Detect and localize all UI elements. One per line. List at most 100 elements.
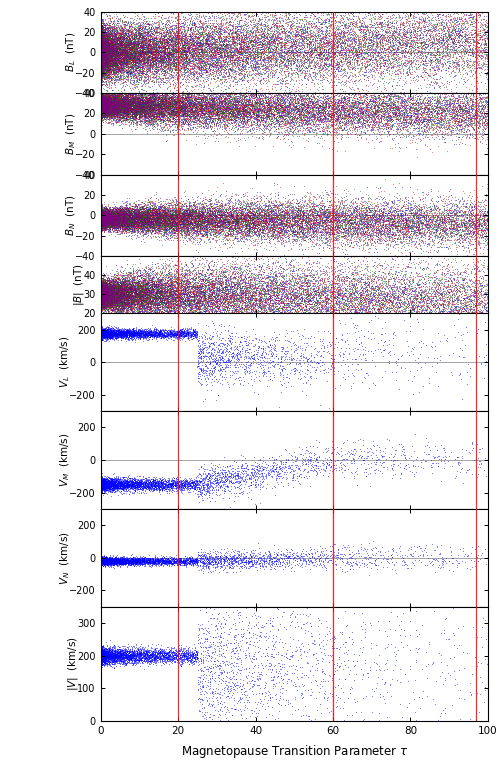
Point xyxy=(103,103,111,115)
Point xyxy=(161,273,169,285)
Point xyxy=(281,290,289,302)
Point xyxy=(122,221,130,233)
Point xyxy=(310,355,318,367)
Point xyxy=(103,59,111,72)
Point xyxy=(185,329,193,342)
Point xyxy=(110,103,118,116)
Point xyxy=(140,116,148,129)
Point xyxy=(112,92,120,104)
Point xyxy=(113,100,121,113)
Point xyxy=(187,98,195,110)
Point xyxy=(97,292,105,305)
Point xyxy=(332,99,341,111)
Point xyxy=(400,95,408,107)
Point xyxy=(349,103,357,115)
Point xyxy=(102,206,110,218)
Point xyxy=(188,100,196,113)
Point xyxy=(377,38,385,50)
Point xyxy=(211,27,219,39)
Point xyxy=(151,550,159,562)
Point xyxy=(237,593,245,605)
Point xyxy=(271,212,279,224)
Point xyxy=(127,328,135,340)
Point xyxy=(186,326,194,338)
Point xyxy=(97,212,105,224)
Point xyxy=(174,278,182,290)
Point xyxy=(301,116,309,129)
Point xyxy=(138,305,146,318)
Point xyxy=(436,121,444,133)
Point xyxy=(306,332,314,344)
Point xyxy=(111,91,119,103)
Point xyxy=(145,556,153,568)
Point xyxy=(100,99,108,112)
Point xyxy=(409,72,417,84)
Point xyxy=(136,210,144,222)
Point xyxy=(347,214,355,227)
Point xyxy=(184,40,192,52)
Point xyxy=(98,328,106,340)
Point xyxy=(104,103,112,116)
Point xyxy=(195,295,203,307)
Point xyxy=(258,86,266,99)
Point xyxy=(395,301,403,313)
Point xyxy=(259,288,267,301)
Point xyxy=(133,208,141,221)
Point xyxy=(97,103,105,115)
Point xyxy=(102,555,110,567)
Point xyxy=(307,106,315,118)
Point xyxy=(97,557,105,569)
Point xyxy=(191,652,199,665)
Point xyxy=(104,214,112,227)
Point xyxy=(104,557,112,569)
Point xyxy=(234,115,242,127)
Point xyxy=(105,45,113,58)
Point xyxy=(115,282,123,295)
Point xyxy=(100,100,108,113)
Point xyxy=(163,282,171,295)
Point xyxy=(97,56,105,68)
Point xyxy=(176,324,184,336)
Point xyxy=(287,224,295,236)
Point xyxy=(115,326,123,338)
Point xyxy=(99,558,107,571)
Point xyxy=(443,24,451,36)
Point xyxy=(98,288,106,300)
Point xyxy=(98,286,106,298)
Point xyxy=(407,219,415,231)
Point xyxy=(441,212,449,224)
Point xyxy=(181,32,189,45)
Point xyxy=(190,38,198,50)
Point xyxy=(405,600,413,612)
Point xyxy=(100,284,108,296)
Point xyxy=(97,99,105,111)
Point xyxy=(165,56,173,69)
Point xyxy=(139,34,147,46)
Point xyxy=(287,45,295,57)
Point xyxy=(241,59,249,72)
Point xyxy=(252,214,260,226)
Point xyxy=(368,225,376,237)
Point xyxy=(141,484,149,497)
Point xyxy=(120,99,128,112)
Point xyxy=(97,214,105,227)
Point xyxy=(102,291,110,303)
Point xyxy=(173,66,181,79)
Point xyxy=(99,215,107,227)
Point xyxy=(181,49,189,61)
Point xyxy=(458,70,466,82)
Point xyxy=(368,9,376,22)
Point xyxy=(238,306,246,318)
Point xyxy=(346,57,354,69)
Point xyxy=(425,69,433,81)
Point xyxy=(246,15,254,27)
Point xyxy=(101,43,109,56)
Point xyxy=(152,654,160,666)
Point xyxy=(128,273,136,285)
Point xyxy=(113,557,121,570)
Point xyxy=(144,307,152,319)
Point xyxy=(184,122,192,134)
Point xyxy=(252,38,260,50)
Point xyxy=(330,26,339,39)
Point xyxy=(185,283,193,295)
